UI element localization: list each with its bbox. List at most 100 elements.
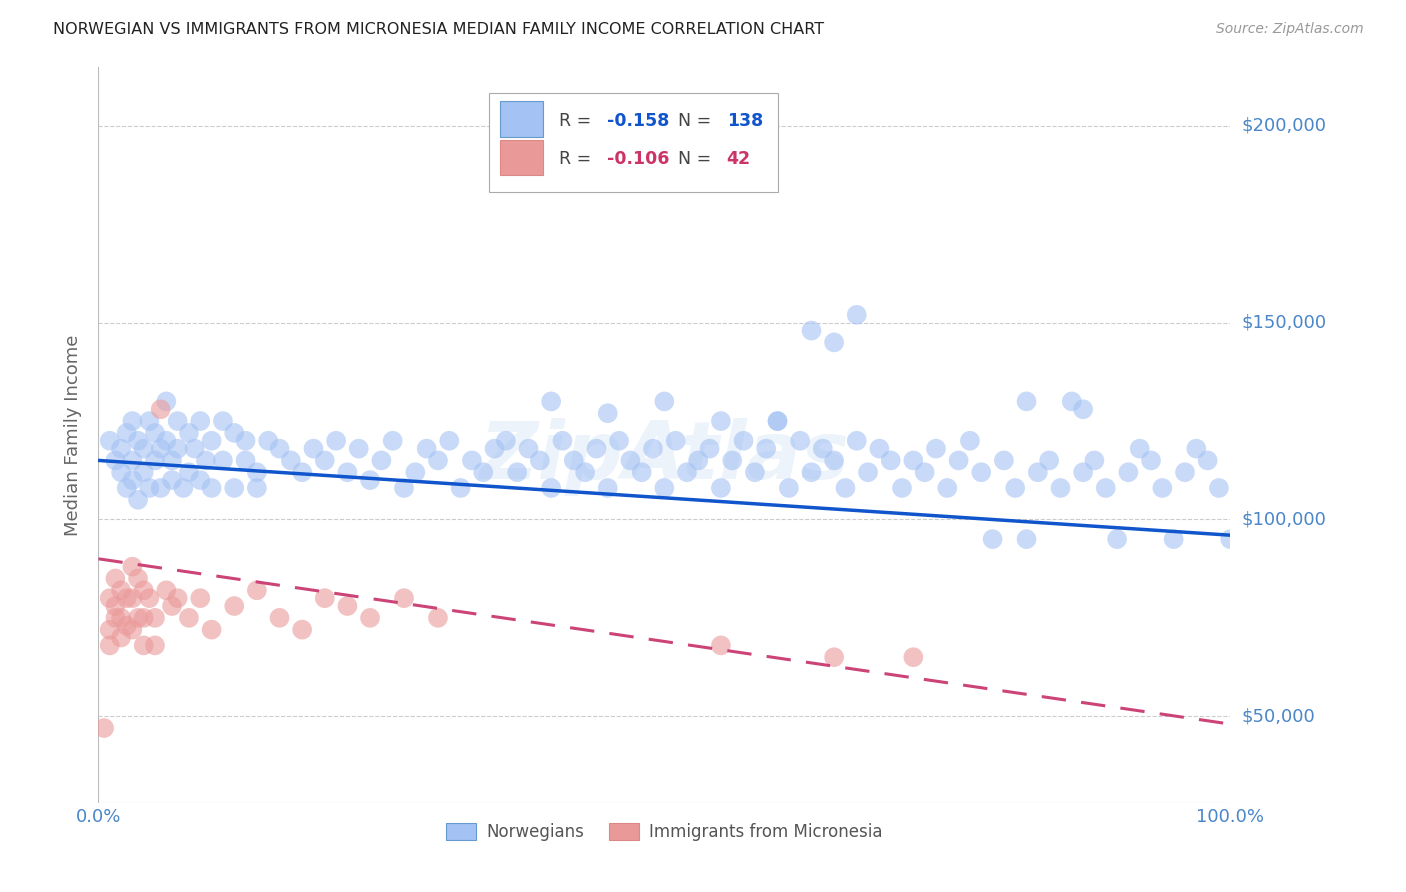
Point <box>845 434 868 448</box>
Point <box>121 623 143 637</box>
Point <box>834 481 856 495</box>
Point <box>710 639 733 653</box>
Y-axis label: Median Family Income: Median Family Income <box>65 334 83 535</box>
Point <box>336 465 359 479</box>
Point <box>155 434 177 448</box>
Point <box>291 623 314 637</box>
Text: $50,000: $50,000 <box>1241 707 1315 725</box>
Point <box>630 465 652 479</box>
Point <box>948 453 970 467</box>
Point <box>652 394 676 409</box>
Point <box>212 453 235 467</box>
Point <box>903 453 925 467</box>
Point <box>143 453 166 467</box>
Text: 138: 138 <box>727 112 763 129</box>
Point <box>149 481 172 495</box>
Point <box>177 465 200 479</box>
Point <box>138 591 160 606</box>
Point <box>98 623 121 637</box>
Point <box>755 442 778 456</box>
Point <box>132 442 155 456</box>
Text: $200,000: $200,000 <box>1241 117 1326 135</box>
Point <box>269 611 291 625</box>
Point <box>280 453 302 467</box>
Point <box>766 414 789 428</box>
Point <box>177 425 200 440</box>
Point <box>596 481 619 495</box>
Point <box>149 402 172 417</box>
Point <box>1060 394 1083 409</box>
Point <box>155 583 177 598</box>
Point <box>562 453 585 467</box>
Text: $150,000: $150,000 <box>1241 314 1326 332</box>
Point <box>194 453 217 467</box>
Point <box>314 453 336 467</box>
Point <box>160 453 183 467</box>
Point <box>472 465 495 479</box>
Point <box>688 453 710 467</box>
Point <box>959 434 981 448</box>
Point <box>121 414 143 428</box>
Text: N =: N = <box>678 112 717 129</box>
Point <box>325 434 347 448</box>
Point <box>766 414 789 428</box>
Point <box>160 473 183 487</box>
Point <box>224 481 246 495</box>
Point <box>1197 453 1219 467</box>
Point <box>149 442 172 456</box>
Point <box>246 481 269 495</box>
Point <box>121 453 143 467</box>
Point <box>127 434 149 448</box>
Point <box>506 465 529 479</box>
Point <box>127 492 149 507</box>
Point <box>104 611 127 625</box>
Point <box>138 481 160 495</box>
Point <box>115 618 138 632</box>
Point <box>789 434 811 448</box>
Point <box>132 611 155 625</box>
Point <box>1071 465 1094 479</box>
Point <box>314 591 336 606</box>
Text: Source: ZipAtlas.com: Source: ZipAtlas.com <box>1216 22 1364 37</box>
Point <box>936 481 959 495</box>
Legend: Norwegians, Immigrants from Micronesia: Norwegians, Immigrants from Micronesia <box>437 814 891 850</box>
Point <box>166 591 188 606</box>
Point <box>1129 442 1152 456</box>
Text: 42: 42 <box>727 150 751 168</box>
Point <box>224 425 246 440</box>
Text: -0.106: -0.106 <box>606 150 669 168</box>
Point <box>880 453 903 467</box>
Point <box>845 308 868 322</box>
Point <box>121 559 143 574</box>
Point <box>257 434 280 448</box>
Point <box>155 394 177 409</box>
Point <box>970 465 993 479</box>
Point <box>914 465 936 479</box>
Point <box>110 442 132 456</box>
Point <box>450 481 472 495</box>
Point <box>291 465 314 479</box>
Point <box>138 414 160 428</box>
Point <box>132 639 155 653</box>
Point <box>132 465 155 479</box>
Point <box>993 453 1015 467</box>
FancyBboxPatch shape <box>489 93 778 192</box>
Point <box>127 572 149 586</box>
Point <box>104 453 127 467</box>
Point <box>495 434 517 448</box>
Point <box>201 434 224 448</box>
Point <box>110 611 132 625</box>
Point <box>404 465 426 479</box>
Point <box>710 481 733 495</box>
Point <box>121 591 143 606</box>
Point <box>188 414 211 428</box>
Point <box>1140 453 1163 467</box>
Point <box>744 465 766 479</box>
Point <box>143 425 166 440</box>
Point <box>235 453 257 467</box>
Point <box>699 442 721 456</box>
Text: R =: R = <box>560 112 596 129</box>
Point <box>235 434 257 448</box>
Point <box>110 465 132 479</box>
Point <box>1038 453 1060 467</box>
